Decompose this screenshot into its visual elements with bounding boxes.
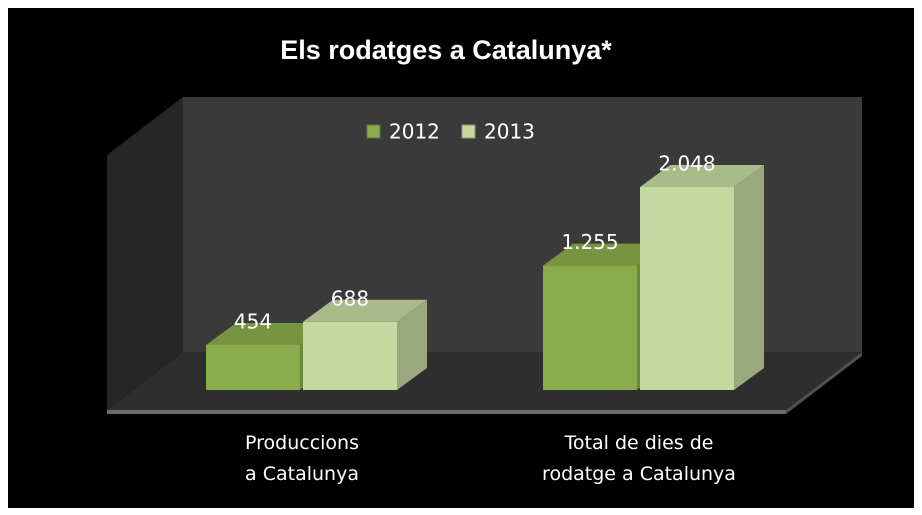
legend-swatch (461, 124, 476, 139)
x-tick-label-box: Produccions a Catalunya (245, 432, 359, 485)
side-wall (107, 97, 183, 410)
data-label: 688 (331, 286, 369, 310)
bar-top (303, 299, 427, 322)
bar-front (206, 344, 300, 390)
chart-title: Els rodatges a Catalunya* (280, 35, 612, 65)
legend-swatch (366, 124, 381, 139)
x-tick-label: Total de dies de rodatge a Catalunya (542, 432, 736, 485)
legend-label: 2012 (389, 120, 440, 144)
bar-side (734, 165, 764, 390)
bar (303, 299, 427, 390)
legend-label: 2013 (484, 120, 535, 144)
bar (640, 165, 764, 390)
bar-front (640, 187, 734, 390)
bar-front (303, 321, 397, 390)
data-label: 1.255 (561, 230, 618, 254)
bar-top (543, 243, 667, 266)
x-tick-label-box: Total de dies de rodatge a Catalunya (542, 432, 736, 485)
bar-front (543, 265, 637, 390)
floor-edge (107, 410, 786, 414)
floor-edge-side (786, 352, 862, 414)
x-tick-label: Produccions a Catalunya (245, 432, 359, 485)
data-label: 2.048 (658, 152, 715, 176)
data-label: 454 (234, 309, 272, 333)
bar-top (206, 322, 330, 345)
bar-top (640, 165, 764, 187)
bar-side (397, 299, 427, 390)
